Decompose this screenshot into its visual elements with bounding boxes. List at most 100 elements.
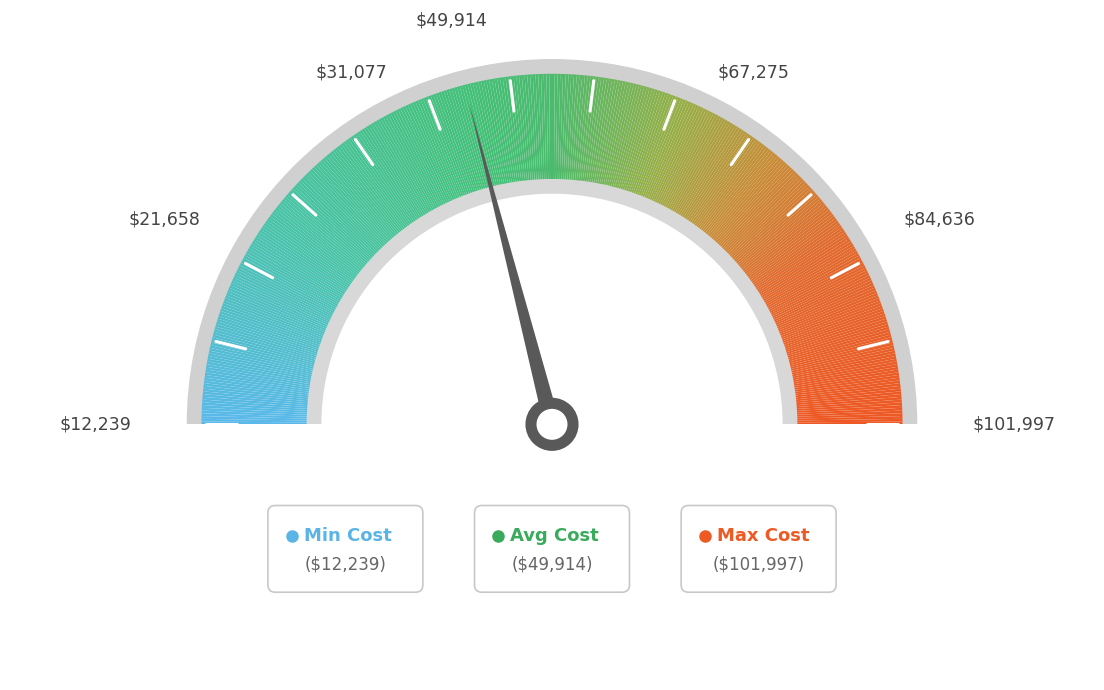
Wedge shape [203, 391, 309, 404]
Wedge shape [662, 112, 713, 208]
Wedge shape [773, 277, 871, 324]
Wedge shape [467, 83, 496, 188]
Wedge shape [415, 101, 459, 200]
Wedge shape [343, 141, 408, 228]
Wedge shape [327, 155, 396, 238]
Wedge shape [206, 362, 312, 382]
Wedge shape [302, 177, 380, 253]
Wedge shape [715, 165, 790, 246]
Wedge shape [230, 285, 329, 329]
Wedge shape [793, 372, 899, 390]
Wedge shape [388, 113, 439, 209]
Wedge shape [795, 408, 902, 415]
Wedge shape [210, 348, 315, 373]
Wedge shape [757, 237, 849, 295]
Wedge shape [367, 126, 425, 217]
Wedge shape [652, 105, 699, 203]
Wedge shape [747, 216, 836, 282]
Wedge shape [241, 260, 337, 312]
Wedge shape [739, 199, 822, 269]
Wedge shape [223, 300, 325, 340]
Text: Max Cost: Max Cost [716, 527, 809, 545]
Wedge shape [618, 87, 650, 190]
Polygon shape [469, 103, 560, 426]
Wedge shape [703, 149, 772, 235]
Wedge shape [201, 422, 308, 424]
Wedge shape [307, 179, 797, 424]
Wedge shape [686, 131, 746, 222]
Wedge shape [270, 214, 358, 279]
Wedge shape [624, 89, 658, 192]
Wedge shape [578, 76, 593, 182]
Wedge shape [391, 112, 442, 208]
Wedge shape [792, 359, 896, 381]
Wedge shape [202, 411, 309, 417]
Wedge shape [782, 308, 883, 346]
Wedge shape [550, 74, 552, 181]
Wedge shape [684, 130, 744, 221]
Wedge shape [611, 84, 639, 188]
Wedge shape [306, 172, 382, 250]
Wedge shape [212, 337, 316, 366]
Wedge shape [457, 86, 488, 190]
Wedge shape [636, 95, 676, 197]
Wedge shape [205, 372, 311, 390]
Wedge shape [446, 89, 480, 192]
Wedge shape [535, 74, 542, 181]
Wedge shape [310, 169, 385, 248]
Wedge shape [795, 400, 902, 409]
Wedge shape [206, 364, 312, 384]
Wedge shape [790, 353, 895, 377]
Wedge shape [217, 316, 320, 351]
Wedge shape [785, 324, 889, 357]
Wedge shape [423, 97, 464, 198]
Wedge shape [596, 79, 617, 185]
Wedge shape [411, 103, 455, 201]
Wedge shape [208, 356, 314, 379]
Wedge shape [787, 332, 891, 362]
Wedge shape [786, 326, 890, 358]
Wedge shape [217, 319, 320, 353]
Wedge shape [233, 277, 331, 324]
Wedge shape [668, 116, 721, 211]
Wedge shape [433, 94, 471, 195]
Wedge shape [312, 167, 386, 247]
Wedge shape [329, 152, 399, 237]
Wedge shape [251, 244, 343, 300]
Text: $84,636: $84,636 [904, 210, 976, 228]
Wedge shape [763, 248, 857, 304]
Wedge shape [749, 218, 837, 283]
Wedge shape [666, 115, 719, 210]
Wedge shape [764, 253, 859, 307]
Wedge shape [325, 156, 395, 239]
Wedge shape [794, 388, 901, 402]
Wedge shape [247, 248, 341, 304]
Wedge shape [436, 92, 474, 195]
Wedge shape [235, 273, 332, 321]
Wedge shape [231, 283, 329, 328]
Wedge shape [744, 210, 830, 277]
Wedge shape [373, 121, 429, 215]
Wedge shape [675, 121, 731, 215]
Wedge shape [570, 75, 580, 181]
Wedge shape [428, 95, 468, 197]
Wedge shape [360, 130, 420, 221]
Wedge shape [272, 212, 359, 278]
Wedge shape [478, 81, 502, 186]
Wedge shape [202, 394, 309, 405]
Wedge shape [358, 131, 418, 222]
Wedge shape [719, 169, 794, 248]
Wedge shape [795, 411, 902, 417]
Wedge shape [205, 370, 311, 388]
Wedge shape [788, 337, 892, 366]
Text: $67,275: $67,275 [718, 63, 789, 81]
Wedge shape [216, 322, 319, 355]
Wedge shape [295, 184, 374, 259]
Wedge shape [221, 308, 322, 346]
Wedge shape [723, 175, 800, 252]
Wedge shape [562, 74, 569, 181]
Wedge shape [524, 75, 534, 181]
Wedge shape [209, 353, 314, 377]
Wedge shape [484, 80, 507, 186]
Wedge shape [758, 239, 851, 297]
